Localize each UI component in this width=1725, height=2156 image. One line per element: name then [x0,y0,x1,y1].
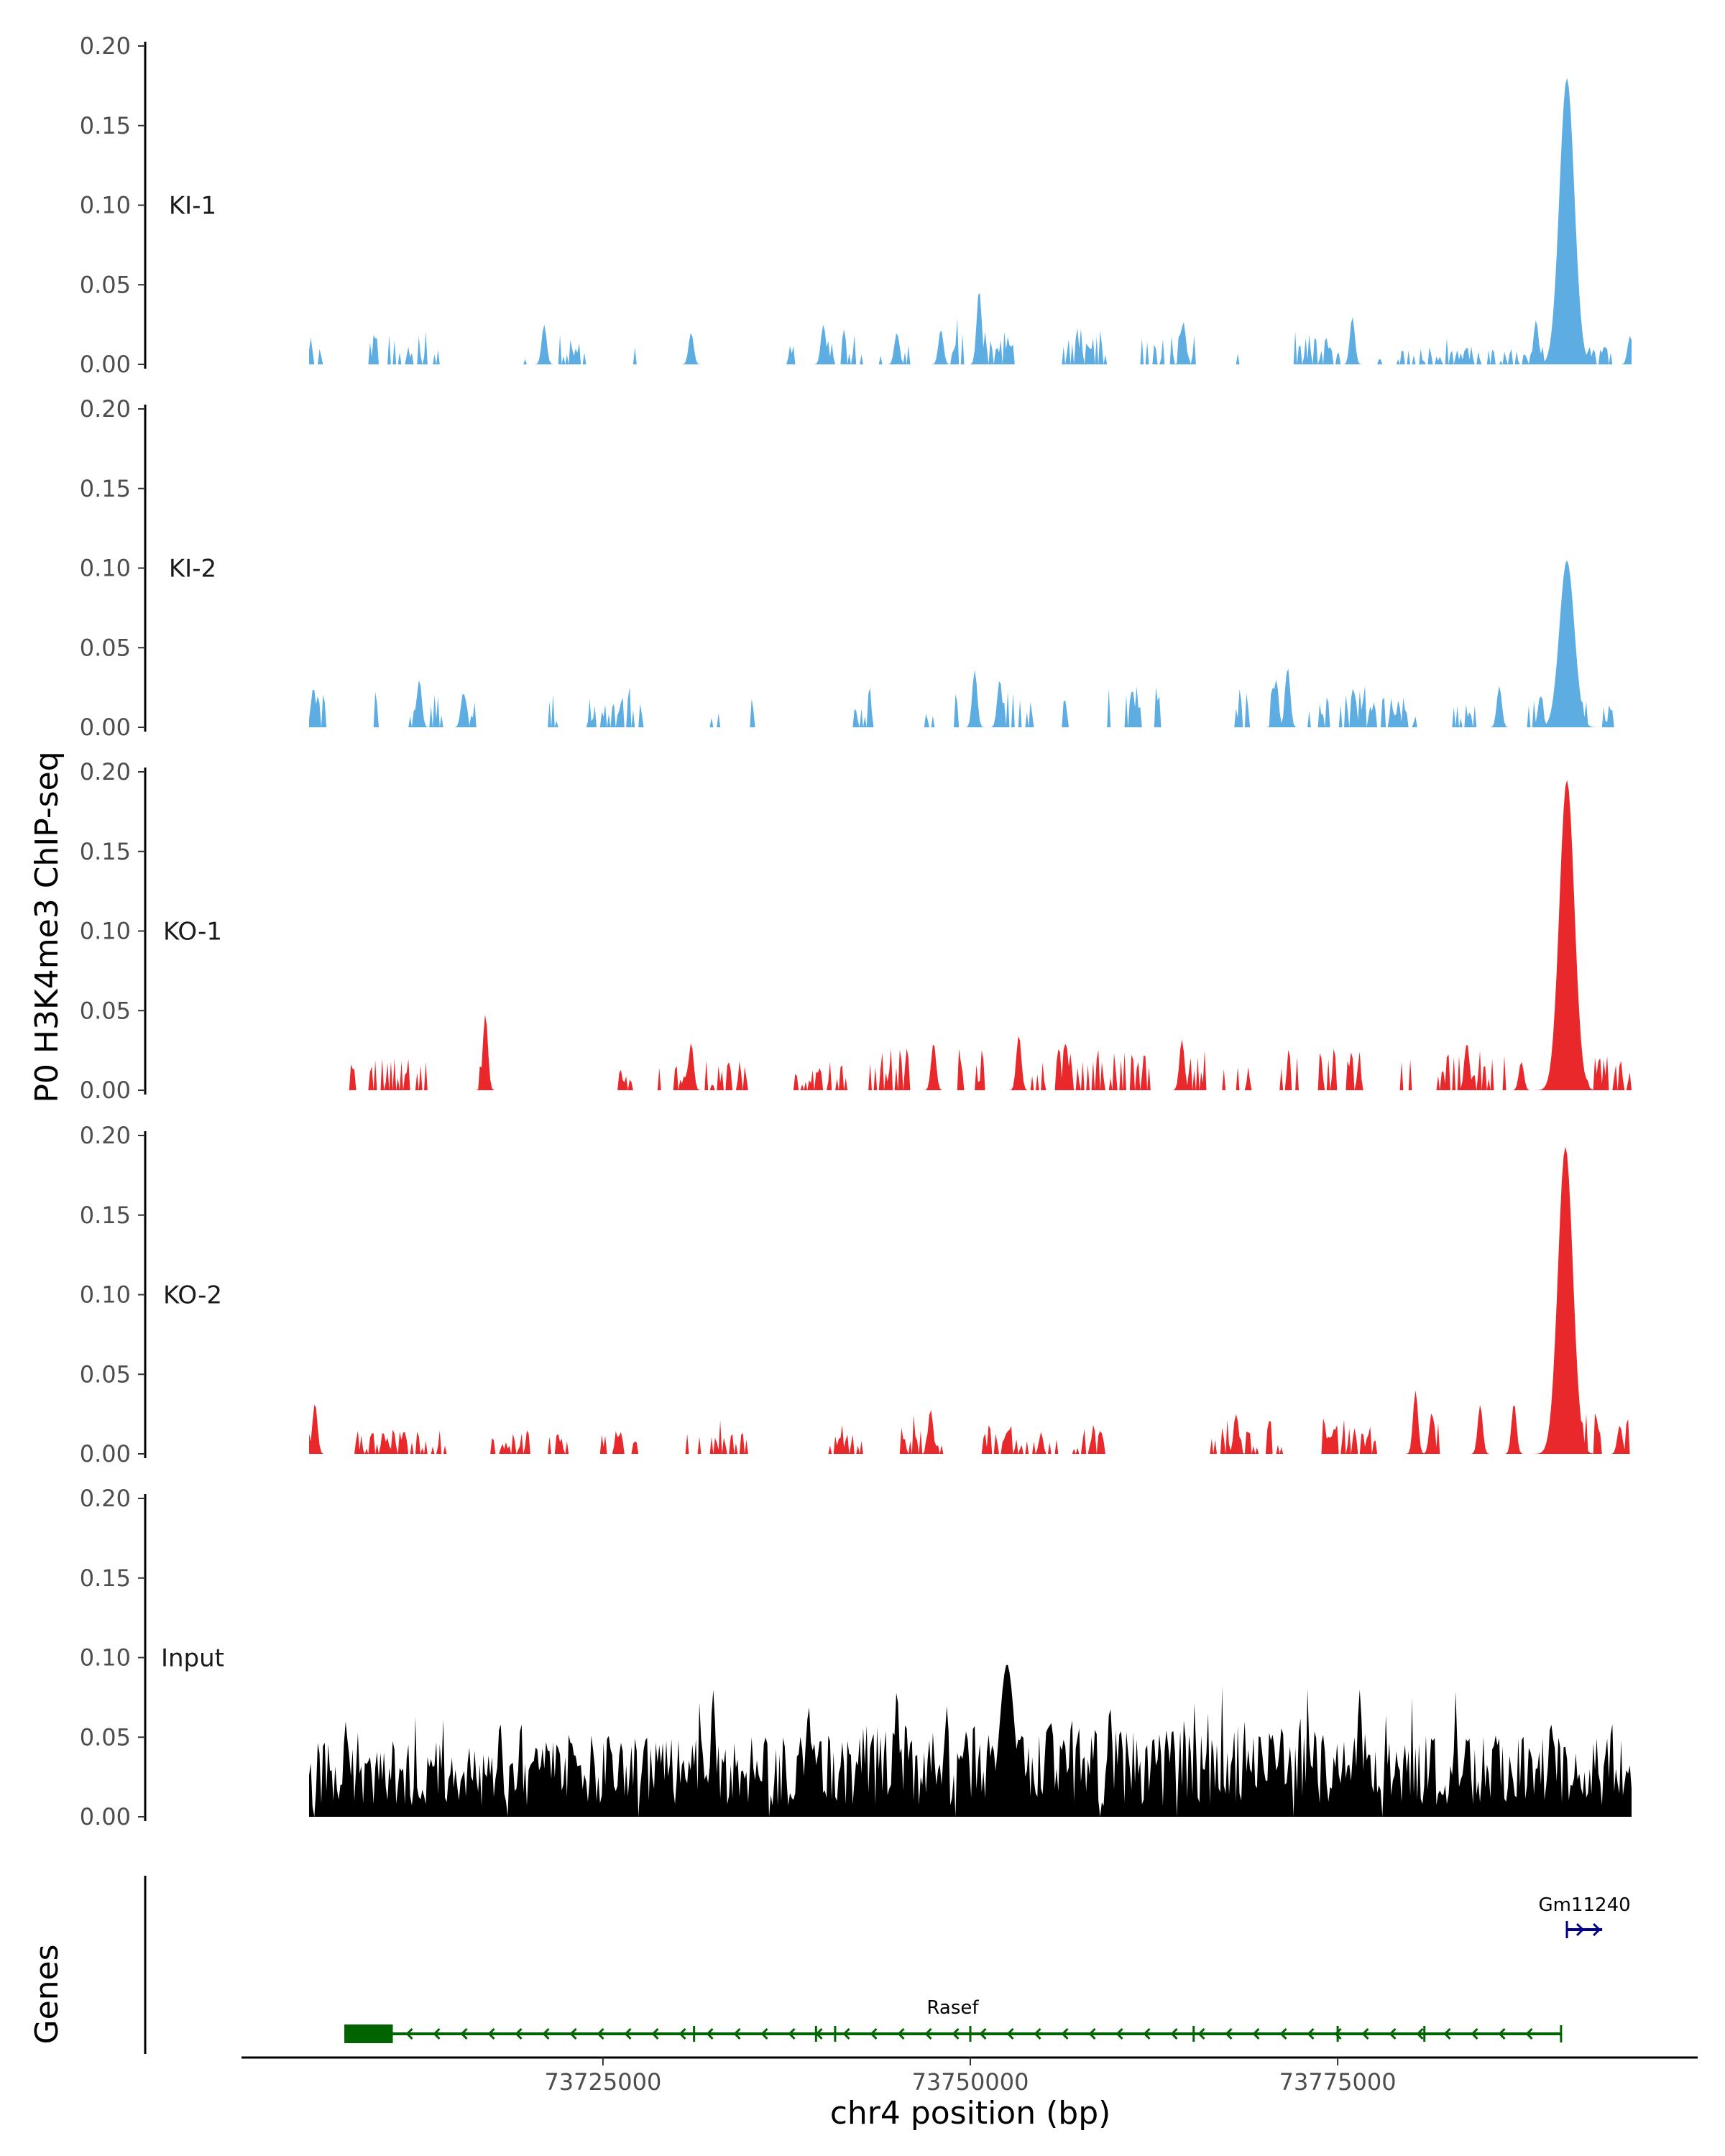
strand-arrow [1116,2027,1123,2040]
strand-arrow [1471,2027,1478,2040]
strand-arrow [1170,2027,1178,2040]
y-tick-label: 0.20 [80,758,131,786]
y-axis-title: P0 H3K4me3 ChIP-seq [29,751,65,1102]
strand-arrow [1525,2027,1533,2040]
track-ki-2: 0.00 0.05 0.10 0.15 0.20 KI-2 [80,395,1632,741]
x-tick-label: 73750000 [912,2068,1029,2096]
strand-arrow [924,2027,932,2040]
strand-arrow [897,2027,905,2040]
strand-arrow [624,2027,632,2040]
strand-arrow [1088,2027,1096,2040]
strand-arrow [651,2027,659,2040]
y-tick-label: 0.15 [80,1202,131,1229]
strand-arrow [1361,2027,1369,2040]
strand-arrow [597,2027,604,2040]
strand-arrow [842,2027,850,2040]
strand-arrow [569,2027,577,2040]
strand-arrow [515,2027,523,2040]
track-label: KO-1 [163,918,222,946]
genes-axis-title: Genes [29,1944,65,2044]
strand-arrow [1498,2027,1506,2040]
y-tick-label: 0.15 [80,475,131,502]
y-tick-label: 0.10 [80,1644,131,1672]
strand-arrow [1061,2027,1069,2040]
strand-arrow [460,2027,468,2040]
x-tick-label: 73725000 [544,2068,661,2096]
strand-arrow [1197,2027,1205,2040]
strand-arrow [1279,2027,1287,2040]
y-tick-label: 0.05 [80,271,131,298]
y-tick-label: 0.00 [80,351,131,378]
y-tick-label: 0.00 [80,1077,131,1104]
track-ki-1: 0.00 0.05 0.10 0.15 0.20 KI-1 [80,32,1632,378]
strand-arrow [733,2027,741,2040]
gene-exon [344,2024,393,2043]
strand-arrow [433,2027,441,2040]
strand-arrow [979,2027,987,2040]
gene-label: Gm11240 [1538,1894,1630,1916]
y-tick-label: 0.10 [80,1281,131,1309]
strand-arrow [542,2027,550,2040]
y-tick-label: 0.20 [80,1485,131,1512]
strand-arrow [1252,2027,1260,2040]
coverage-tracks: 0.00 0.05 0.10 0.15 0.20 KI-1 0.00 0.05 0.10 0.15… [80,32,1632,1830]
strand-arrow [1225,2027,1233,2040]
gene-label: Rasef [926,1997,979,2019]
genes-track: Rasef Gm11240 [144,1876,1631,2054]
coverage-area [309,780,1632,1090]
strand-arrow [405,2027,413,2040]
gene-rasef: Rasef [344,1997,1563,2043]
strand-arrow [706,2027,714,2040]
y-tick-label: 0.15 [80,112,131,139]
y-tick-label: 0.20 [80,395,131,423]
y-tick-label: 0.20 [80,1122,131,1149]
strand-arrow [1334,2027,1342,2040]
strand-arrow [1006,2027,1014,2040]
strand-arrow [760,2027,768,2040]
track-label: KI-2 [169,555,216,584]
strand-arrow [1143,2027,1151,2040]
y-tick-label: 0.00 [80,714,131,741]
y-tick-label: 0.05 [80,1360,131,1388]
track-ko-2: 0.00 0.05 0.10 0.15 0.20 KO-2 [80,1122,1632,1468]
x-axis-title: chr4 position (bp) [830,2095,1111,2132]
strand-arrow [870,2027,878,2040]
track-label: KO-2 [163,1281,222,1310]
y-tick-label: 0.00 [80,1803,131,1830]
gene-gm11240: Gm11240 [1538,1894,1631,1938]
y-tick-label: 0.20 [80,32,131,60]
strand-arrow [1034,2027,1041,2040]
coverage-area [309,1146,1632,1454]
y-tick-label: 0.10 [80,918,131,945]
strand-arrow [1307,2027,1315,2040]
track-label: KI-1 [169,192,216,221]
coverage-area [309,78,1632,365]
strand-arrow [1593,1922,1601,1937]
y-tick-label: 0.10 [80,192,131,219]
y-tick-label: 0.05 [80,997,131,1024]
track-label: Input [161,1644,224,1673]
y-tick-label: 0.00 [80,1440,131,1468]
strand-arrow [1576,1922,1585,1937]
strand-arrow [952,2027,960,2040]
x-axis: 73725000 73750000 73775000 [242,2056,1698,2096]
y-tick-label: 0.10 [80,555,131,582]
strand-arrow [487,2027,495,2040]
strand-arrow [1389,2027,1397,2040]
track-input: 0.00 0.05 0.10 0.15 0.20 Input [80,1485,1632,1830]
y-tick-label: 0.05 [80,634,131,661]
x-tick-label: 73775000 [1279,2068,1397,2096]
strand-arrow [1416,2027,1424,2040]
strand-arrow [788,2027,796,2040]
track-ko-1: 0.00 0.05 0.10 0.15 0.20 KO-1 [80,758,1632,1104]
strand-arrow [678,2027,686,2040]
strand-arrow [1443,2027,1451,2040]
y-tick-label: 0.05 [80,1723,131,1751]
y-tick-label: 0.15 [80,838,131,865]
coverage-area [309,1664,1632,1817]
y-tick-label: 0.15 [80,1565,131,1592]
coverage-area [309,560,1632,727]
